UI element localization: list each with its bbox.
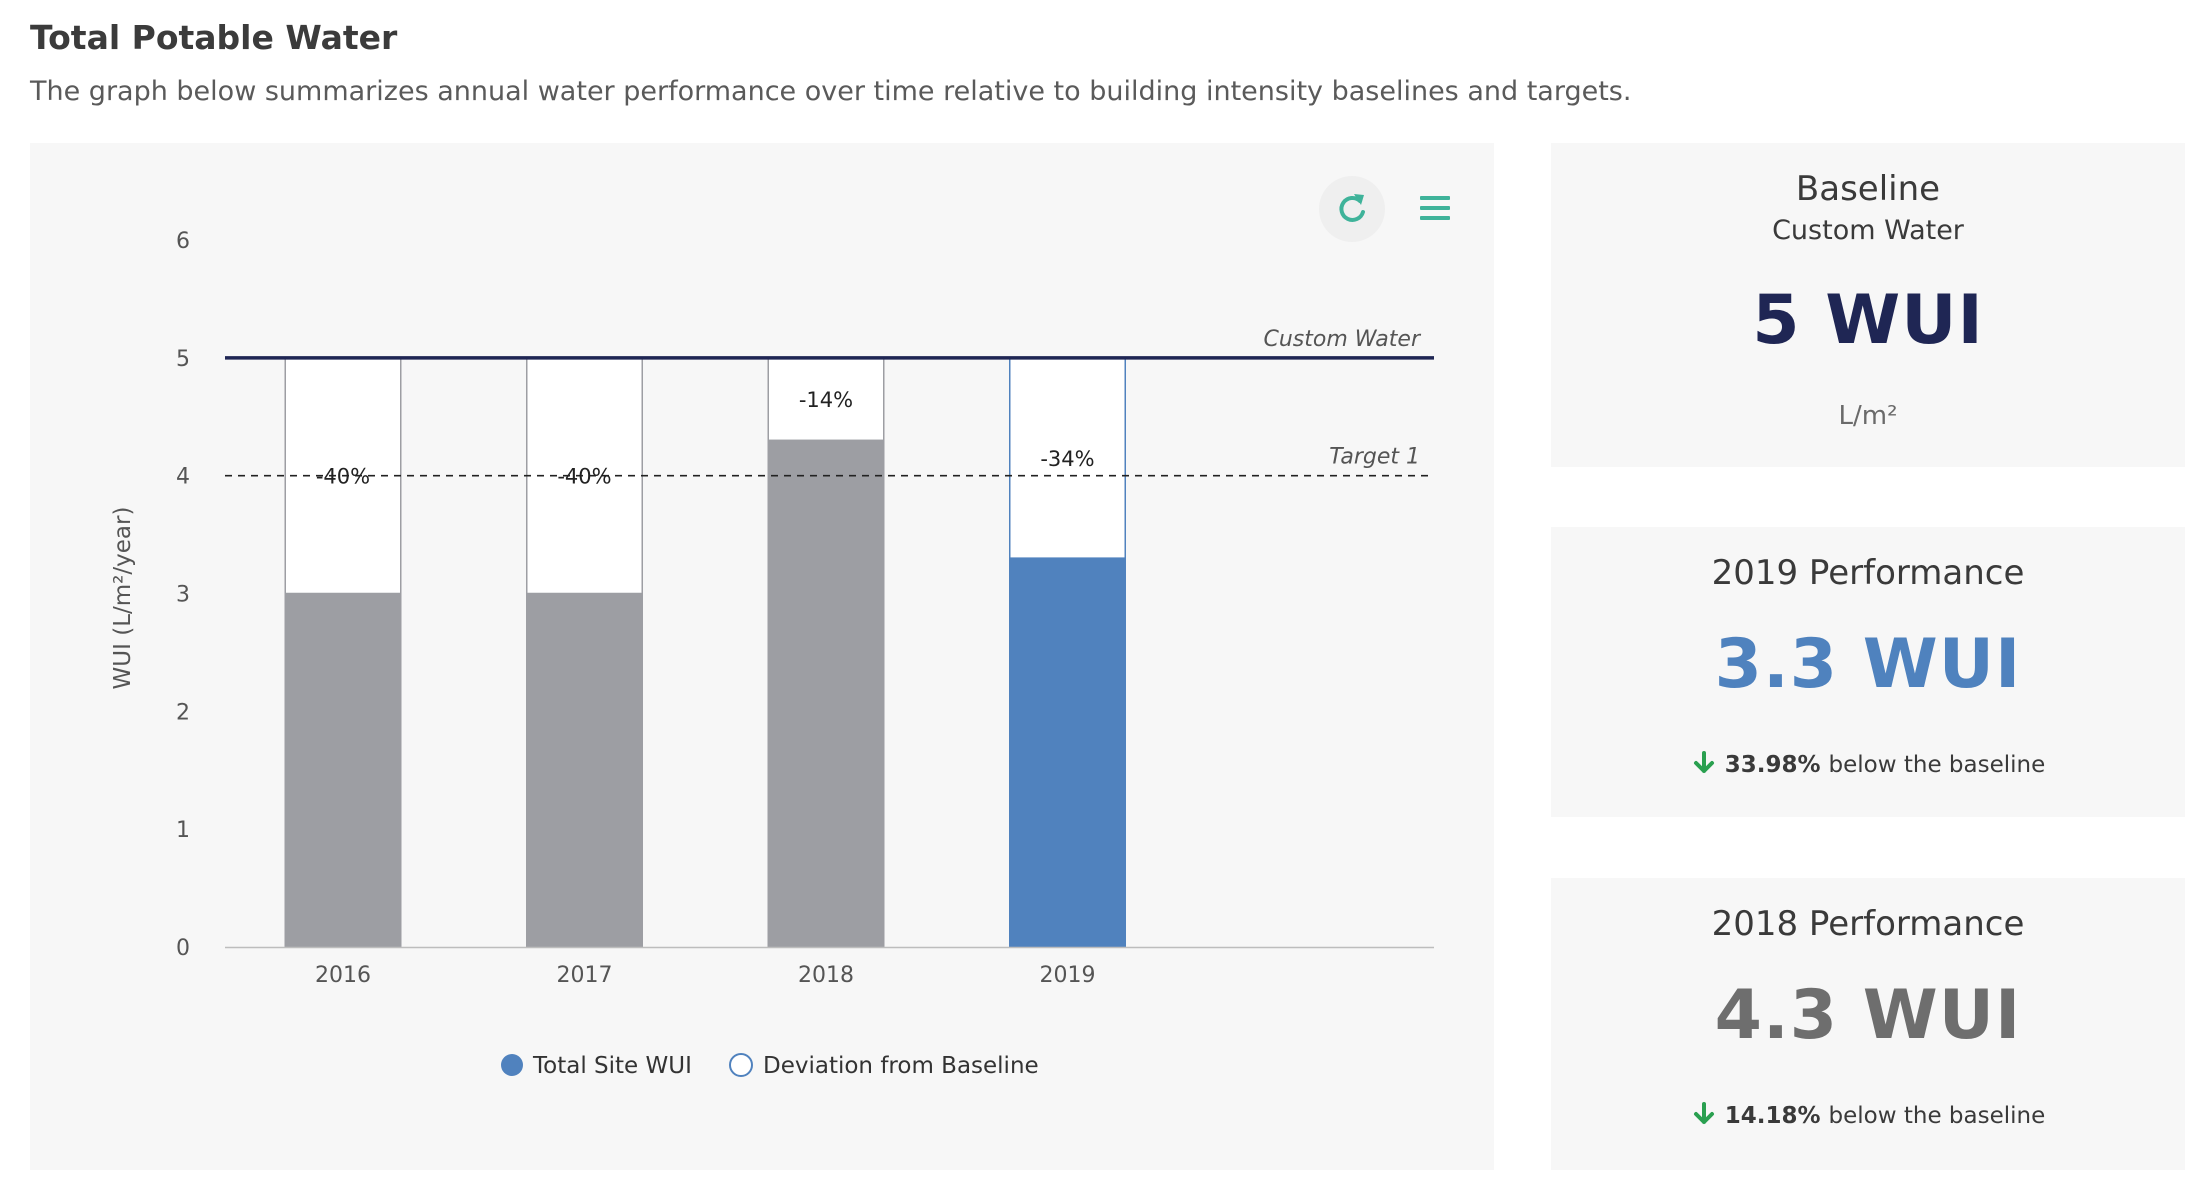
legend-label-deviation: Deviation from Baseline bbox=[763, 1053, 1039, 1079]
refresh-icon bbox=[1339, 194, 1365, 222]
performance-2019-delta-text: below the baseline bbox=[1828, 752, 2046, 778]
legend-label-total-site-wui: Total Site WUI bbox=[532, 1053, 692, 1079]
performance-2019-value: 3.3 WUI bbox=[1714, 625, 2022, 704]
y-tick-label: 4 bbox=[176, 465, 190, 490]
x-tick-label: 2018 bbox=[798, 963, 854, 988]
performance-2019-title: 2019 Performance bbox=[1711, 553, 2025, 593]
y-tick-label: 5 bbox=[176, 347, 190, 372]
y-tick-label: 2 bbox=[176, 700, 190, 725]
legend-marker-total-site-wui bbox=[501, 1054, 523, 1076]
total-bar-2017 bbox=[526, 593, 643, 947]
performance-2018-card: 2018 Performance 4.3 WUI 14.18% below the… bbox=[1551, 878, 2185, 1170]
deviation-data-label: -40% bbox=[557, 465, 611, 489]
reference-line-label: Target 1 bbox=[1329, 445, 1420, 470]
chart-menu-button[interactable] bbox=[1414, 189, 1454, 229]
x-tick-label: 2017 bbox=[557, 963, 613, 988]
baseline-card-title: Baseline bbox=[1795, 169, 1941, 209]
baseline-card-subtitle: Custom Water bbox=[1772, 215, 1964, 246]
wui-bar-chart: Custom Water Target 1 -40% -40% -14% -34% 0 1… bbox=[110, 176, 1454, 1079]
performance-2019-delta: 33.98% below the baseline bbox=[1551, 750, 2185, 782]
deviation-bar-2017 bbox=[526, 357, 643, 595]
performance-2018-delta-text: below the baseline bbox=[1828, 1103, 2046, 1129]
x-tick-label: 2016 bbox=[315, 963, 371, 988]
deviation-data-label: -40% bbox=[316, 465, 370, 489]
page-subtitle: The graph below summarizes annual water … bbox=[30, 76, 1632, 107]
chart-refresh-button[interactable] bbox=[1319, 176, 1385, 242]
legend-marker-deviation bbox=[729, 1053, 753, 1077]
down-arrow-icon bbox=[1691, 750, 1717, 782]
chart-panel: Custom Water Target 1 -40% -40% -14% -34% 0 1… bbox=[30, 143, 1494, 1170]
y-tick-label: 3 bbox=[176, 583, 190, 608]
x-tick-label: 2019 bbox=[1040, 963, 1096, 988]
baseline-card: Baseline Custom Water 5 WUI L/m² bbox=[1551, 143, 2185, 467]
total-bar-2016 bbox=[284, 593, 402, 947]
performance-2018-delta: 14.18% below the baseline bbox=[1551, 1101, 2185, 1133]
hamburger-menu-icon bbox=[1420, 196, 1450, 220]
y-axis-label: WUI (L/m²/year) bbox=[110, 507, 136, 690]
performance-2018-title: 2018 Performance bbox=[1711, 904, 2025, 944]
page-title: Total Potable Water bbox=[30, 18, 398, 57]
y-tick-label: 1 bbox=[176, 818, 190, 843]
performance-2018-delta-percent: 14.18% bbox=[1724, 1103, 1821, 1129]
total-bar-2018 bbox=[767, 440, 885, 947]
deviation-bar-2019 bbox=[1009, 357, 1126, 559]
performance-2019-card: 2019 Performance 3.3 WUI 33.98% below the… bbox=[1551, 527, 2185, 817]
y-tick-label: 6 bbox=[176, 229, 190, 254]
y-tick-label: 0 bbox=[176, 936, 190, 961]
baseline-unit: L/m² bbox=[1838, 401, 1898, 431]
deviation-data-label: -34% bbox=[1040, 447, 1094, 471]
performance-2018-value: 4.3 WUI bbox=[1714, 976, 2022, 1055]
down-arrow-icon bbox=[1691, 1101, 1717, 1133]
total-bar-2019 bbox=[1009, 558, 1126, 947]
baseline-value: 5 WUI bbox=[1752, 281, 1984, 360]
performance-2019-delta-percent: 33.98% bbox=[1724, 752, 1821, 778]
deviation-data-label: -14% bbox=[799, 388, 853, 412]
reference-line-label: Custom Water bbox=[1263, 327, 1421, 352]
